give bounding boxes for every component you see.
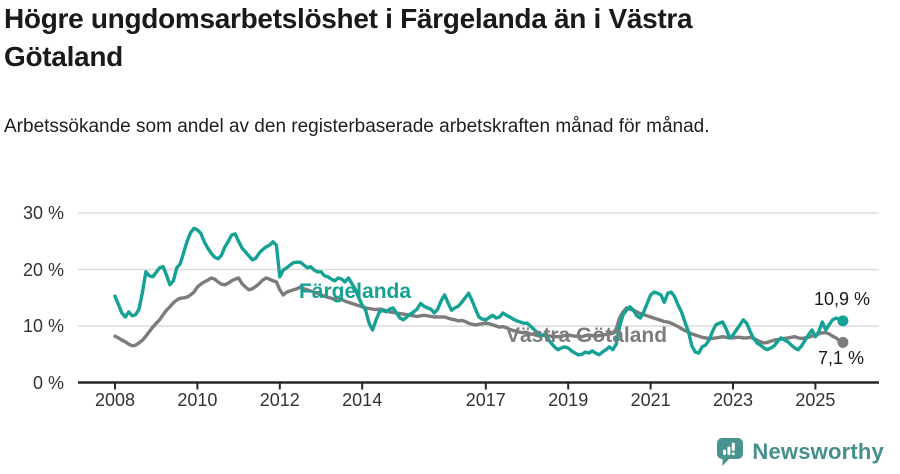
end-value-label-fargelanda: 10,9 % [814,289,871,309]
y-axis-label: 10 % [22,316,64,336]
x-axis-label: 2012 [259,390,300,410]
x-axis-label: 2008 [94,390,136,410]
series-label-vastra-gotaland: Västra Götaland [506,324,668,347]
newsworthy-brand-text: Newsworthy [752,439,884,464]
x-axis-label: 2019 [548,390,589,410]
chart-title: Högre ungdomsarbetslöshet i Färgelanda ä… [4,3,693,72]
y-axis-label: 0 % [32,372,64,393]
x-axis-label: 2010 [177,390,218,410]
x-axis-label: 2021 [630,390,671,410]
y-axis-label: 20 % [22,259,64,280]
newsworthy-logo: Newsworthy [716,437,884,467]
series-label-fargelanda: Färgelanda [299,280,412,303]
x-axis-label: 2014 [342,390,383,410]
end-value-label-vastra-gotaland: 7,1 % [818,348,865,368]
x-axis-label: 2025 [795,390,836,410]
chart-subtitle: Arbetssökande som andel av den registerb… [4,116,710,137]
x-axis-label: 2023 [712,390,754,410]
x-axis-label: 2017 [465,390,506,410]
y-axis-label: 30 % [22,203,64,223]
newsworthy-speech-bubble-chart-icon [716,437,744,467]
